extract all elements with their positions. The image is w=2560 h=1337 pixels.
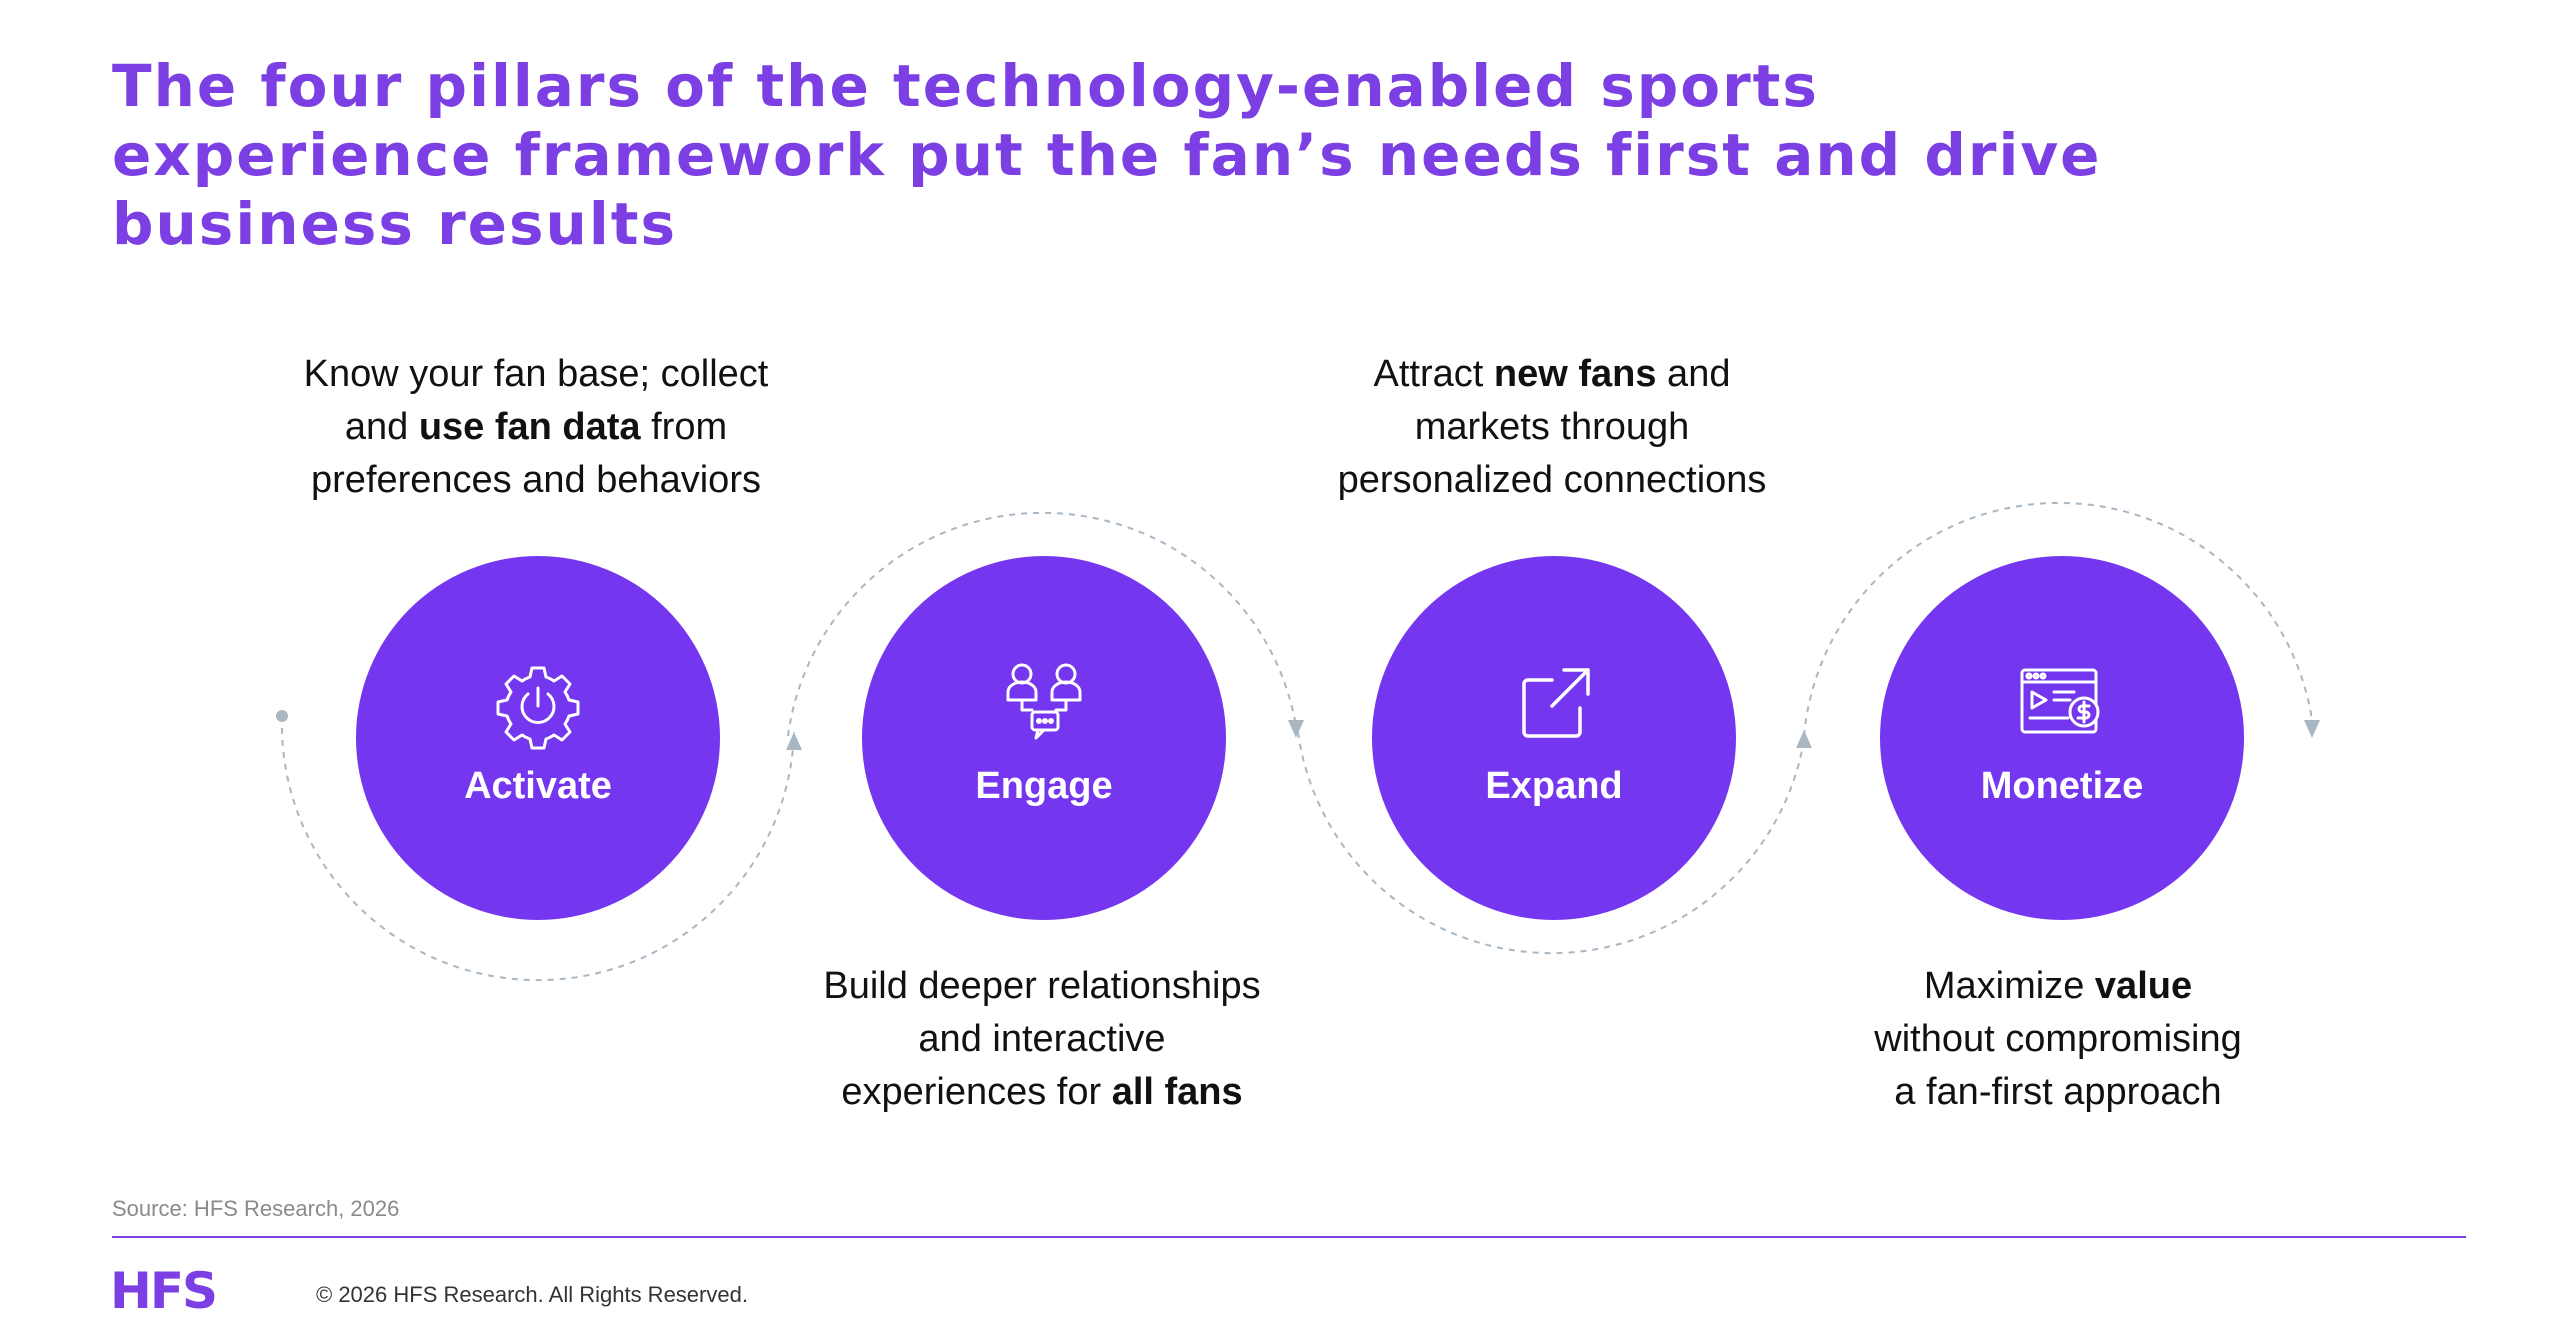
external-link-icon	[1522, 668, 1590, 738]
description-line: experiences for all fans	[732, 1066, 1352, 1119]
description-emphasis: use fan data	[418, 406, 641, 448]
description-text: Maximize	[1923, 965, 2095, 1007]
description-emphasis: all fans	[1111, 1071, 1243, 1113]
description-emphasis: new fans	[1493, 353, 1657, 395]
title-line: The four pillars of the technology-enabl…	[112, 52, 1819, 120]
description-line: personalized connections	[1242, 454, 1862, 507]
pillar-label: Expand	[1485, 765, 1623, 807]
description-line: and interactive	[732, 1013, 1352, 1066]
description-text: Know your fan base; collect	[303, 353, 769, 395]
pillar-description-monetize: Maximize value without compromising a fan-…	[1748, 960, 2368, 1119]
copyright-text: © 2026 HFS Research. All Rights Reserved…	[316, 1282, 748, 1307]
description-line: Maximize value	[1748, 960, 2368, 1013]
description-line: Attract new fans and	[1242, 348, 1862, 401]
pillar-circle-activate: Activate	[356, 556, 720, 920]
description-text: a fan-first approach	[1894, 1071, 2222, 1113]
pillar-description-engage: Build deeper relationships and interactiv…	[732, 960, 1352, 1119]
flow-arc-engage	[787, 511, 1297, 737]
description-line: a fan-first approach	[1748, 1066, 2368, 1119]
video-dollar-icon	[2020, 668, 2100, 734]
description-line: markets through	[1242, 401, 1862, 454]
flow-arc-activate	[280, 715, 795, 982]
description-text: markets through	[1414, 406, 1690, 448]
gear-power-icon	[496, 666, 580, 750]
description-text: and interactive	[918, 1018, 1166, 1060]
flow-arc-monetize	[1803, 501, 2313, 737]
description-text: Build deeper relationships	[823, 965, 1261, 1007]
description-text: experiences for	[841, 1071, 1112, 1113]
description-emphasis: value	[2094, 965, 2193, 1007]
description-line: preferences and behaviors	[226, 454, 846, 507]
page-title: The four pillars of the technology-enabl…	[112, 52, 2492, 259]
hfs-logo: HFS	[110, 1262, 218, 1320]
description-text: Attract	[1373, 353, 1494, 395]
title-line: experience framework put the fan’s needs…	[112, 121, 2102, 189]
pillar-label: Engage	[975, 765, 1113, 807]
description-text: personalized connections	[1337, 459, 1767, 501]
flow-arrow-up	[1796, 730, 1812, 748]
footer-divider	[112, 1236, 2466, 1238]
flow-arrow-down	[2304, 720, 2320, 738]
description-text: preferences and behaviors	[311, 459, 761, 501]
flow-arc-expand	[1297, 731, 1805, 955]
description-line: Know your fan base; collect	[226, 348, 846, 401]
pillar-label: Monetize	[1980, 765, 2144, 807]
description-line: and use fan data from	[226, 401, 846, 454]
description-text: without compromising	[1874, 1018, 2242, 1060]
flow-arrow-down	[1288, 720, 1304, 738]
title-line: business results	[112, 190, 677, 258]
pillar-label: Activate	[464, 765, 612, 807]
source-note: Source: HFS Research, 2026	[112, 1196, 400, 1221]
pillar-description-expand: Attract new fans and markets through perso…	[1242, 348, 1862, 507]
description-line: without compromising	[1748, 1013, 2368, 1066]
flow-arrow-up	[786, 732, 802, 750]
description-line: Build deeper relationships	[732, 960, 1352, 1013]
pillar-circle-expand: Expand	[1372, 556, 1736, 920]
pillar-circle-engage: Engage	[862, 556, 1226, 920]
flow-start-dot	[276, 710, 288, 722]
description-text: from	[640, 406, 728, 448]
pillar-circle-monetize: Monetize	[1880, 556, 2244, 920]
description-text: and	[1656, 353, 1731, 395]
pillar-description-activate: Know your fan base; collect and use fan d…	[226, 348, 846, 507]
people-chat-icon	[1006, 663, 1082, 740]
description-text: and	[344, 406, 419, 448]
